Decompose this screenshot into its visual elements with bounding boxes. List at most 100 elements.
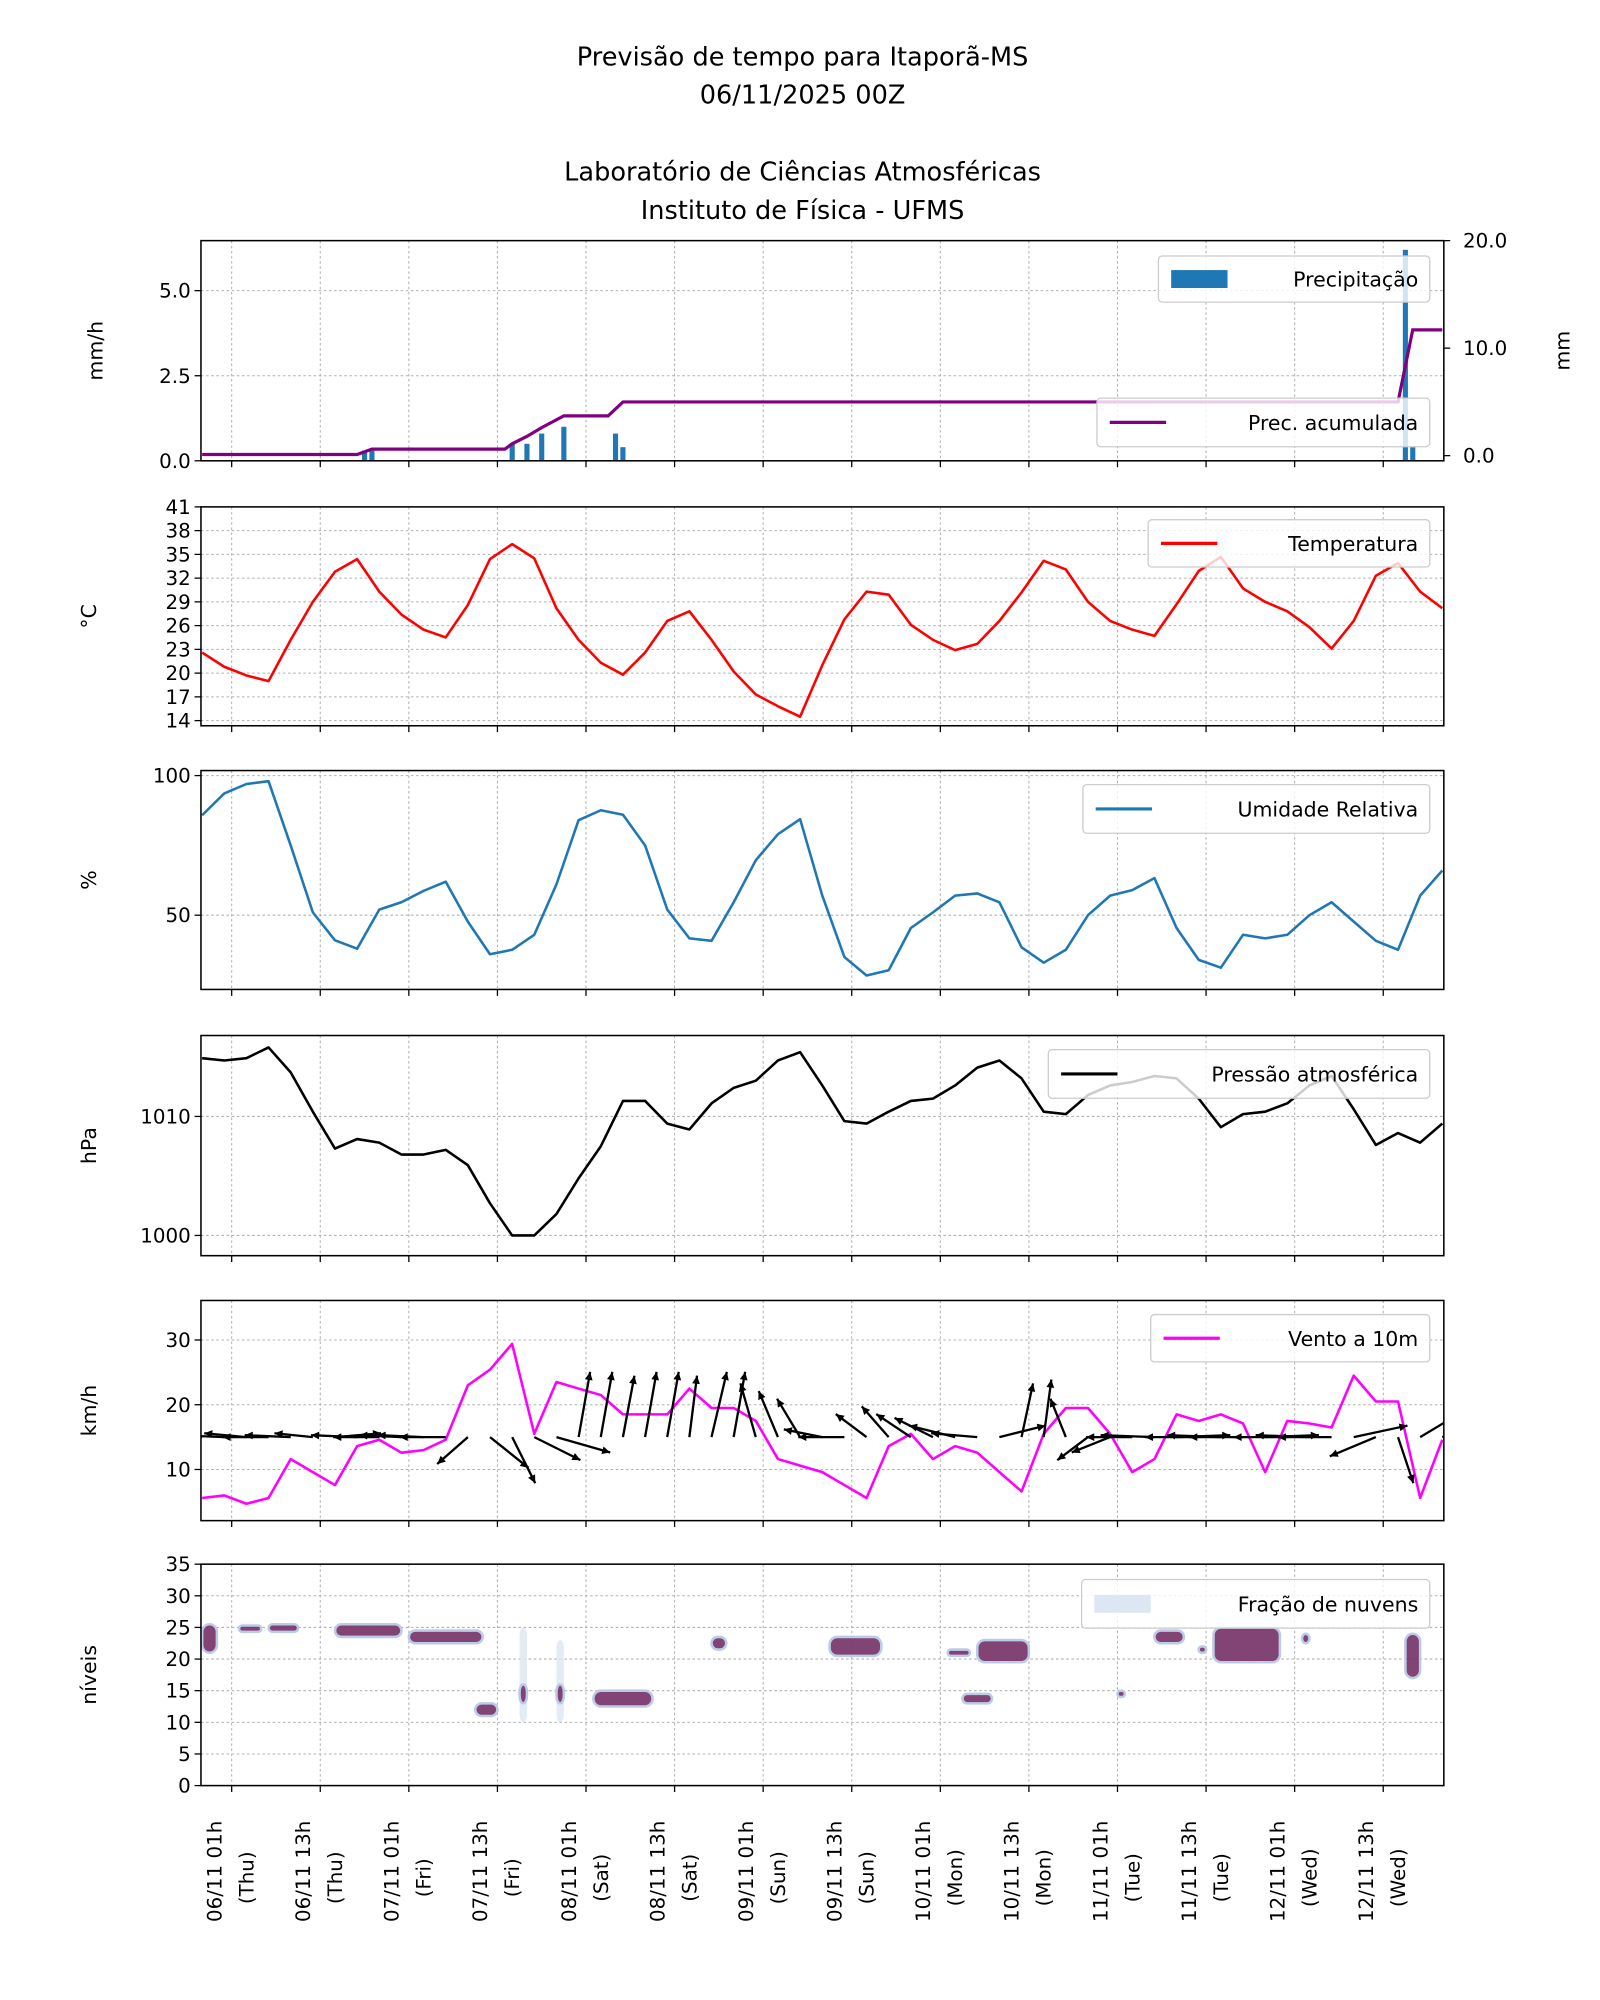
wind-arrow-head bbox=[584, 1371, 593, 1381]
cloud-patch-dense bbox=[267, 1622, 300, 1634]
wind-arrow-head bbox=[909, 1423, 918, 1432]
wind-arrow-head bbox=[311, 1431, 320, 1440]
wind-arrow-head bbox=[1046, 1379, 1055, 1389]
wind-arrow-shaft bbox=[599, 1371, 614, 1438]
panel-frame bbox=[200, 1563, 1445, 1787]
plot-area bbox=[200, 1342, 1444, 1506]
wind-arrow bbox=[577, 1371, 593, 1438]
x-tick-label-date: 12/11 13h bbox=[1355, 1821, 1378, 1922]
panel-frame bbox=[200, 1034, 1445, 1257]
y-tick-label: 30 bbox=[165, 1585, 190, 1608]
wind-arrow-shaft bbox=[489, 1436, 530, 1469]
cloud-patch-dense bbox=[1153, 1629, 1186, 1645]
legend-box bbox=[1147, 519, 1431, 568]
title-line-3: Laboratório de Ciências Atmosféricas bbox=[564, 157, 1041, 187]
wind-arrow-head bbox=[1167, 1431, 1176, 1440]
wind-arrow bbox=[1419, 1421, 1444, 1439]
y-tick-label: 20 bbox=[165, 1394, 190, 1417]
legend: Temperatura bbox=[1147, 519, 1431, 568]
x-tick-label-date: 11/11 01h bbox=[1089, 1821, 1112, 1922]
right-y-axis-label: mm bbox=[1550, 331, 1574, 371]
x-tick-label-date: 10/11 13h bbox=[1001, 1821, 1024, 1922]
wind-arrow-head bbox=[437, 1455, 446, 1464]
legend-label: Pressão atmosférica bbox=[1211, 1063, 1418, 1087]
wind-arrow-head bbox=[1398, 1423, 1408, 1432]
title-line-1: Previsão de tempo para Itaporã-MS bbox=[577, 42, 1029, 72]
legend-label: Precipitação bbox=[1293, 268, 1418, 292]
wind-speed-line bbox=[201, 1342, 1444, 1506]
x-tick-label-date: 07/11 13h bbox=[469, 1821, 492, 1922]
y-tick-label: 0.0 bbox=[159, 450, 191, 473]
x-tick-label-day: (Sat) bbox=[590, 1854, 613, 1902]
pressure-line bbox=[201, 1046, 1444, 1237]
y-tick-label: 1000 bbox=[140, 1224, 190, 1247]
humidity-line bbox=[201, 779, 1444, 977]
y-tick-label: 50 bbox=[165, 904, 190, 927]
wind-arrow-shaft bbox=[1419, 1421, 1444, 1439]
cloud-patch-light bbox=[519, 1627, 527, 1723]
wind-arrow-head bbox=[1233, 1433, 1242, 1442]
legend-box bbox=[1157, 255, 1431, 303]
cloud-patch-dense bbox=[1300, 1632, 1311, 1645]
y-tick-label: 38 bbox=[165, 520, 190, 543]
wind-arrow-head bbox=[377, 1431, 386, 1440]
wind-arrow bbox=[399, 1433, 446, 1442]
title-line-4: Instituto de Física - UFMS bbox=[641, 196, 965, 226]
panel-frame bbox=[200, 506, 1445, 727]
wind-arrow-head bbox=[1189, 1433, 1198, 1442]
wind-arrow-head bbox=[244, 1431, 253, 1440]
wind-arrow-head bbox=[721, 1371, 729, 1381]
precip-bar bbox=[524, 443, 530, 461]
right-y-tick-label: 0.0 bbox=[1463, 445, 1495, 468]
wind-arrow bbox=[1329, 1436, 1377, 1458]
y-axis-label: níveis bbox=[77, 1645, 101, 1705]
wind-arrow bbox=[710, 1371, 729, 1438]
legend-label: Vento a 10m bbox=[1288, 1327, 1418, 1351]
wind-arrow-head bbox=[1049, 1398, 1058, 1408]
wind-arrow bbox=[1020, 1383, 1036, 1438]
cloud-patch-dense bbox=[710, 1635, 728, 1651]
wind-arrow-shaft bbox=[1353, 1424, 1408, 1439]
wind-arrow-head bbox=[528, 1474, 536, 1484]
legend: Vento a 10m bbox=[1150, 1313, 1431, 1363]
y-tick-label: 15 bbox=[165, 1680, 190, 1703]
wind-arrow-head bbox=[204, 1430, 213, 1438]
y-tick-label: 5 bbox=[178, 1743, 191, 1766]
wind-arrow-shaft bbox=[577, 1371, 592, 1438]
wind-arrow bbox=[688, 1375, 700, 1438]
wind-arrow-head bbox=[651, 1371, 660, 1381]
temperature-line bbox=[201, 542, 1444, 718]
wind-arrow-head bbox=[1277, 1433, 1286, 1442]
legend: Fração de nuvens bbox=[1080, 1578, 1431, 1629]
wind-arrow-head bbox=[1255, 1431, 1264, 1440]
precip-bar bbox=[1402, 249, 1408, 461]
x-tick-label-date: 08/11 13h bbox=[646, 1821, 669, 1922]
wind-arrow-head bbox=[1027, 1383, 1036, 1393]
legend-box bbox=[1082, 784, 1431, 834]
x-tick-label-date: 09/11 01h bbox=[735, 1821, 758, 1922]
x-tick-label-day: (Fri) bbox=[501, 1858, 524, 1897]
wind-arrow bbox=[274, 1430, 313, 1439]
wind-arrow-shaft bbox=[1329, 1436, 1377, 1458]
cloud-patch-dense bbox=[946, 1648, 972, 1658]
wind-arrow-head bbox=[861, 1406, 871, 1416]
wind-arrow-head bbox=[1329, 1449, 1339, 1457]
cloud-patch-light bbox=[556, 1640, 564, 1723]
cloud-patch-dense bbox=[473, 1702, 499, 1718]
y-tick-label: 10 bbox=[165, 1459, 190, 1482]
precip-bar bbox=[539, 433, 545, 461]
wind-arrow-shaft bbox=[688, 1375, 699, 1438]
y-axis-label: km/h bbox=[77, 1385, 101, 1437]
cloud-patch-dense bbox=[1197, 1645, 1208, 1655]
precip-bar bbox=[509, 443, 515, 461]
y-axis-label: mm/h bbox=[83, 321, 107, 381]
wind-arrow-head bbox=[274, 1430, 283, 1438]
wind-arrow-head bbox=[738, 1383, 747, 1393]
y-tick-label: 20 bbox=[165, 1648, 190, 1671]
wind-arrow bbox=[533, 1436, 581, 1462]
x-tick-label-day: (Sat) bbox=[678, 1854, 701, 1902]
wind-arrow bbox=[621, 1375, 637, 1438]
wind-arrow bbox=[1071, 1436, 1111, 1454]
